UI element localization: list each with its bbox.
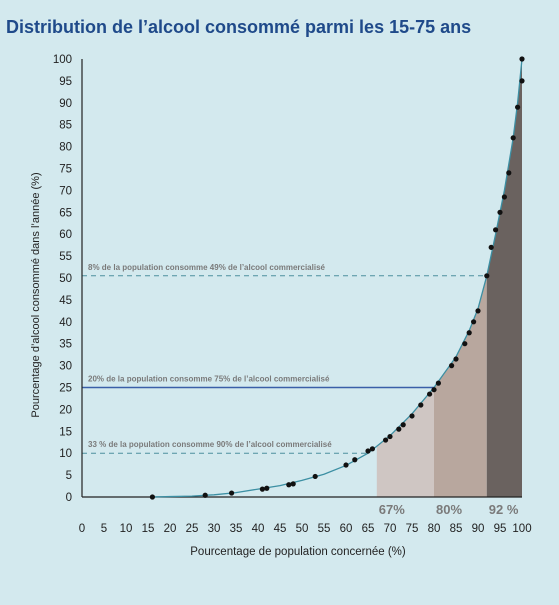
data-points: [149, 56, 525, 500]
data-point: [387, 433, 393, 440]
data-point: [515, 104, 521, 110]
reference-line-label-1: 8% de la population consomme 49% de l’al…: [88, 263, 326, 272]
data-point: [493, 227, 499, 233]
chart-title: Distribution de l’alcool consommé parmi …: [6, 17, 471, 37]
data-point: [510, 135, 516, 141]
x-axis-label: Pourcentage de population concernée (%): [190, 546, 406, 558]
data-point: [449, 363, 455, 369]
data-point: [286, 482, 292, 488]
y-tick-label: 70: [59, 185, 72, 197]
y-tick-label: 65: [59, 207, 72, 219]
data-point: [435, 380, 441, 386]
reference-lines: 8% de la population consomme 49% de l’al…: [82, 263, 487, 454]
tick-labels: 0510152025303540455055606570758085909510…: [53, 54, 532, 535]
x-tick-label: 50: [296, 523, 309, 535]
y-tick-label: 55: [59, 251, 72, 263]
data-point: [149, 494, 155, 500]
data-point: [202, 492, 208, 498]
data-point: [369, 446, 375, 452]
data-point: [506, 170, 512, 176]
data-point: [519, 56, 525, 62]
y-tick-label: 90: [59, 98, 72, 110]
x-tick-label: 100: [512, 523, 531, 535]
x-tick-label: 45: [274, 523, 287, 535]
data-point: [264, 485, 270, 491]
x-tick-label: 80: [428, 523, 441, 535]
y-tick-label: 40: [59, 317, 72, 329]
y-tick-label: 10: [59, 448, 72, 460]
y-tick-label: 50: [59, 273, 72, 285]
x-tick-label: 20: [164, 523, 177, 535]
y-tick-label: 75: [59, 164, 72, 176]
data-point: [466, 330, 472, 336]
y-tick-label: 20: [59, 404, 72, 416]
region-label: 92 %: [489, 502, 519, 517]
x-tick-label: 5: [101, 523, 107, 535]
x-tick-label: 70: [384, 523, 397, 535]
region-labels: 67% 80% 92 %: [379, 502, 519, 517]
y-tick-label: 85: [59, 120, 72, 132]
y-tick-label: 5: [66, 470, 72, 482]
data-point: [475, 308, 481, 314]
x-tick-label: 0: [79, 523, 85, 535]
y-tick-label: 100: [53, 54, 72, 66]
data-point: [484, 273, 490, 279]
shaded-region-1: [376, 387, 434, 497]
data-point: [400, 422, 406, 428]
x-tick-label: 85: [450, 523, 463, 535]
x-tick-label: 10: [120, 523, 133, 535]
data-point: [497, 209, 503, 215]
lorenz-curve: [152, 58, 523, 498]
x-tick-label: 15: [142, 523, 155, 535]
y-tick-label: 30: [59, 361, 72, 373]
data-point: [259, 486, 265, 492]
reference-line-label-3: 33 % de la population consomme 90% de l’…: [88, 440, 332, 449]
data-point: [352, 457, 358, 463]
region-label: 67%: [379, 502, 405, 517]
shaded-region-2: [434, 275, 487, 497]
y-tick-label: 95: [59, 76, 72, 88]
y-tick-label: 80: [59, 142, 72, 154]
data-point: [290, 481, 296, 487]
y-tick-label: 35: [59, 339, 72, 351]
data-point: [501, 194, 507, 200]
shaded-region-3: [486, 59, 522, 497]
y-tick-label: 45: [59, 295, 72, 307]
x-tick-label: 30: [208, 523, 221, 535]
y-tick-label: 0: [66, 492, 72, 504]
shaded-regions: [376, 59, 522, 497]
data-point: [365, 448, 371, 454]
x-tick-label: 90: [472, 523, 485, 535]
data-point: [409, 413, 415, 419]
data-point: [471, 319, 477, 325]
data-point: [427, 391, 433, 397]
data-point: [519, 78, 525, 84]
x-tick-label: 40: [252, 523, 265, 535]
reference-line-label-2: 20% de la population consomme 75% de l’a…: [88, 375, 330, 384]
x-tick-label: 60: [340, 523, 353, 535]
data-point: [396, 426, 402, 432]
data-point: [312, 473, 318, 480]
data-point: [343, 462, 349, 468]
y-tick-label: 25: [59, 383, 72, 395]
x-tick-label: 65: [362, 523, 375, 535]
data-point: [453, 356, 459, 362]
y-tick-label: 60: [59, 229, 72, 241]
x-tick-label: 95: [494, 523, 507, 535]
x-tick-label: 25: [186, 523, 199, 535]
y-tick-label: 15: [59, 426, 72, 438]
data-point: [418, 402, 424, 408]
data-point: [383, 437, 389, 443]
x-tick-label: 55: [318, 523, 331, 535]
y-axis-label: Pourcentage d’alcool consommé dans l’ann…: [30, 172, 42, 417]
data-point: [462, 341, 468, 347]
x-tick-label: 75: [406, 523, 419, 535]
x-tick-label: 35: [230, 523, 243, 535]
region-label: 80%: [436, 502, 462, 517]
data-point: [488, 244, 494, 250]
data-point: [229, 490, 235, 496]
data-point: [431, 387, 437, 393]
